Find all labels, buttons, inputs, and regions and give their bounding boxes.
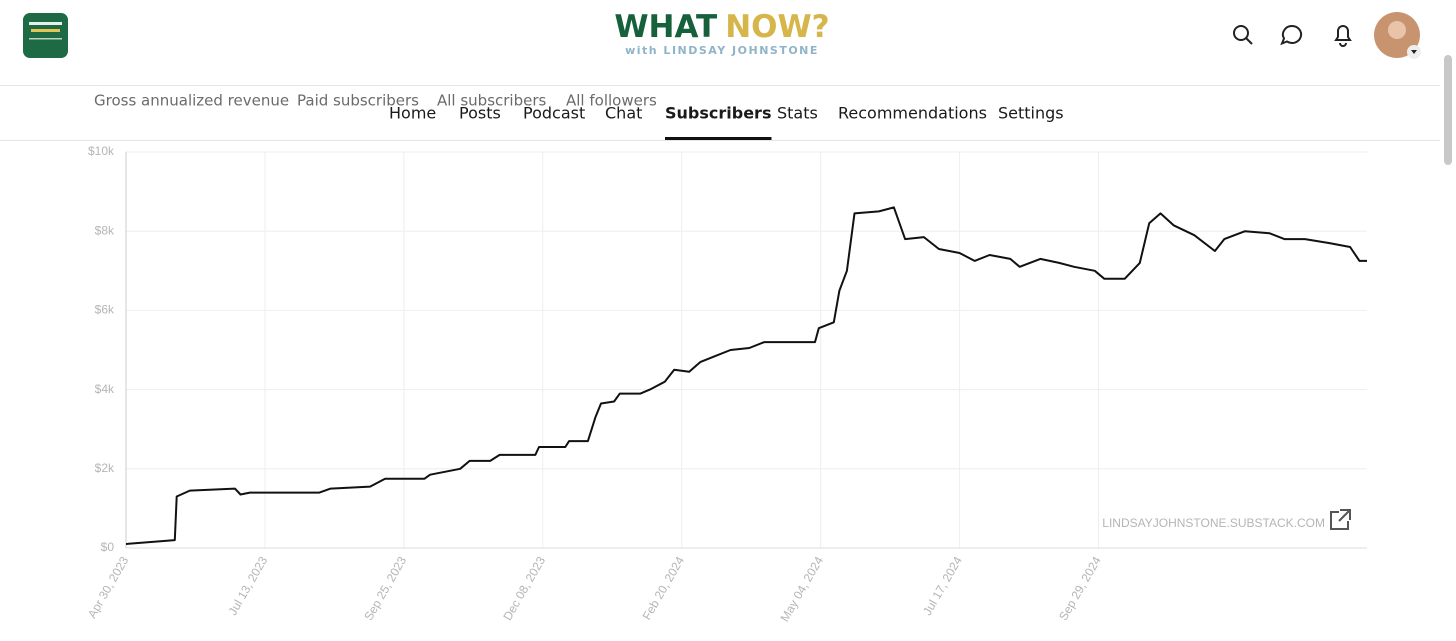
bell-icon[interactable] [1334, 25, 1352, 47]
site-title: WHAT NOW? [614, 9, 829, 45]
nav-tab[interactable]: Subscribers [665, 104, 771, 123]
search-icon-handle [1245, 37, 1253, 45]
y-tick-label: $4k [95, 382, 115, 396]
chart: $0 $2k $4k $6k $8k $10k Apr 30, 2023 Jul 13, 20… [85, 144, 1367, 624]
nav-tab[interactable]: Settings [998, 104, 1064, 123]
site-subtitle: with LINDSAY JOHNSTONE [625, 44, 819, 57]
scrollbar[interactable] [1444, 55, 1452, 165]
title-left: WHAT [614, 9, 717, 45]
x-tick-label: Sep 29, 2024 [1056, 554, 1104, 623]
search-icon[interactable] [1233, 25, 1249, 41]
x-tick-label: Apr 30, 2023 [85, 554, 132, 621]
x-tick-label: May 04, 2024 [778, 554, 827, 624]
metric-tab[interactable]: Paid subscribers [297, 92, 419, 110]
metric-tab[interactable]: Gross annualized revenue [94, 92, 289, 110]
y-tick-label: $6k [95, 303, 115, 317]
chat-icon[interactable] [1280, 24, 1303, 46]
x-tick-label: Feb 20, 2024 [640, 554, 688, 623]
title-right: NOW? [725, 9, 829, 45]
revenue-line [125, 206, 1367, 545]
x-tick-label: Jul 17, 2024 [920, 554, 965, 618]
external-link-icon[interactable] [1330, 509, 1351, 530]
metric-tab[interactable]: All followers [566, 92, 657, 110]
nav: Home Posts Podcast Chat Subscribers Stats Reco… [94, 92, 1064, 140]
nav-tab[interactable]: Recommendations [838, 104, 987, 123]
y-tick-label: $2k [95, 461, 115, 475]
logo-mark [29, 22, 62, 25]
x-tick-label: Jul 13, 2023 [225, 554, 270, 618]
nav-tab[interactable]: Chat [605, 104, 642, 123]
nav-tab[interactable]: Stats [777, 104, 818, 123]
x-tick-label: Dec 08, 2023 [500, 554, 548, 623]
nav-tab[interactable]: Posts [459, 104, 501, 123]
logo-mark [29, 38, 62, 40]
metric-tab[interactable]: All subscribers [437, 92, 547, 110]
y-tick-label: $8k [95, 223, 115, 237]
logo[interactable] [23, 13, 68, 58]
y-tick-label: $0 [101, 540, 115, 554]
nav-tab[interactable]: Home [389, 104, 436, 123]
nav-active-underline [665, 137, 772, 140]
header-icons [1233, 24, 1352, 47]
logo-mark [31, 29, 60, 32]
y-tick-label: $10k [88, 144, 115, 158]
watermark: LINDSAYJOHNSTONE.SUBSTACK.COM [1102, 516, 1325, 530]
nav-tab[interactable]: Podcast [523, 104, 585, 123]
avatar-face [1388, 21, 1406, 39]
x-tick-label: Sep 25, 2023 [361, 554, 409, 623]
avatar-caret [1411, 50, 1417, 54]
